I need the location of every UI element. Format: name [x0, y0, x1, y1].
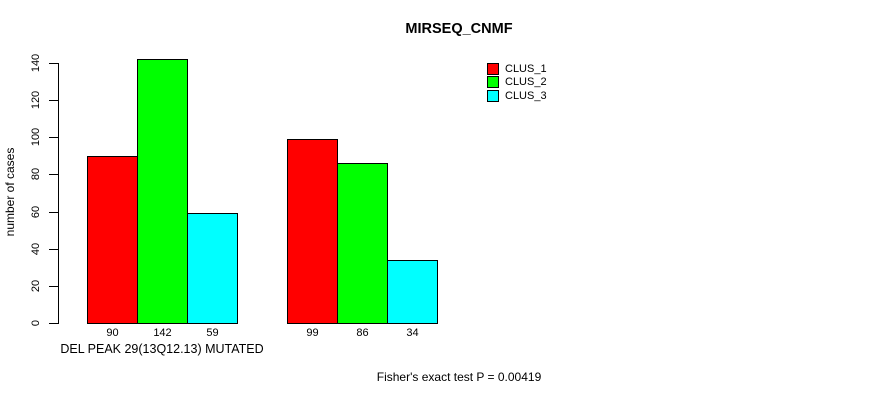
legend-label: CLUS_1 — [505, 62, 547, 75]
legend-swatch — [487, 62, 499, 75]
y-tick-mark — [49, 100, 58, 101]
legend-item: CLUS_1 — [487, 62, 547, 76]
y-tick-label: 60 — [30, 205, 42, 219]
bar — [337, 163, 388, 324]
legend-label: CLUS_2 — [505, 76, 547, 89]
bar — [187, 213, 238, 324]
bar-value-label: 59 — [206, 327, 219, 339]
y-axis-line — [58, 63, 59, 324]
y-tick-mark — [49, 63, 58, 64]
legend-swatch — [487, 76, 499, 89]
y-tick-mark — [49, 323, 58, 324]
y-tick-label: 20 — [30, 279, 42, 293]
bar — [287, 139, 338, 324]
bar-value-label: 90 — [106, 327, 119, 339]
legend-swatch — [487, 89, 499, 102]
y-tick-mark — [49, 137, 58, 138]
y-tick-mark — [49, 249, 58, 250]
y-tick-mark — [49, 174, 58, 175]
bar-value-label: 142 — [153, 327, 172, 339]
bar — [87, 156, 138, 324]
fisher-test-annotation: Fisher's exact test P = 0.00419 — [376, 370, 542, 384]
legend-item: CLUS_3 — [487, 89, 547, 103]
x-axis-label: DEL PEAK 29(13Q12.13) MUTATED — [60, 342, 264, 356]
legend-label: CLUS_3 — [505, 89, 547, 102]
bar-value-label: 99 — [306, 327, 319, 339]
legend-item: CLUS_2 — [487, 76, 547, 90]
y-tick-label: 120 — [30, 90, 42, 110]
bar-value-label: 34 — [406, 327, 419, 339]
y-tick-label: 40 — [30, 242, 42, 256]
y-tick-mark — [49, 286, 58, 287]
chart-title: MIRSEQ_CNMF — [405, 21, 513, 37]
y-tick-label: 100 — [30, 127, 42, 147]
y-tick-label: 140 — [30, 53, 42, 73]
legend: CLUS_1 CLUS_2 CLUS_3 — [487, 62, 547, 103]
y-tick-label: 0 — [30, 319, 42, 327]
y-tick-mark — [49, 212, 58, 213]
bar — [387, 260, 438, 324]
y-axis-label: number of cases — [3, 147, 17, 237]
bar-value-label: 86 — [356, 327, 369, 339]
y-tick-label: 80 — [30, 167, 42, 181]
bar — [137, 59, 188, 324]
